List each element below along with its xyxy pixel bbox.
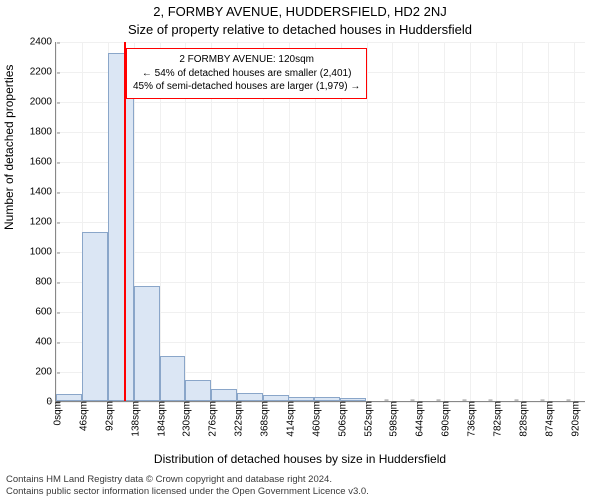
- y-axis-label: Number of detached properties: [2, 65, 16, 230]
- y-tick-label: 2400: [30, 37, 56, 48]
- gridline-h: [56, 252, 585, 253]
- x-tick-label: 736sqm: [463, 401, 478, 437]
- gridline-h: [56, 162, 585, 163]
- y-tick-label: 600: [35, 307, 56, 318]
- footer-line2: Contains public sector information licen…: [6, 486, 594, 498]
- gridline-v: [548, 42, 549, 401]
- histogram-bar: [211, 389, 237, 401]
- plot-area: 0200400600800100012001400160018002000220…: [55, 42, 585, 402]
- chart-title-address: 2, FORMBY AVENUE, HUDDERSFIELD, HD2 2NJ: [0, 4, 600, 19]
- x-tick-label: 828sqm: [514, 401, 529, 437]
- y-tick-label: 1000: [30, 247, 56, 258]
- histogram-bar: [134, 286, 160, 402]
- y-tick-label: 400: [35, 337, 56, 348]
- x-tick-label: 506sqm: [333, 401, 348, 437]
- gridline-v: [522, 42, 523, 401]
- histogram-bar: [314, 397, 340, 401]
- gridline-h: [56, 132, 585, 133]
- histogram-bar: [82, 232, 108, 402]
- y-tick-label: 2200: [30, 67, 56, 78]
- chart-container: 2, FORMBY AVENUE, HUDDERSFIELD, HD2 2NJ …: [0, 0, 600, 500]
- y-tick-label: 800: [35, 277, 56, 288]
- gridline-h: [56, 282, 585, 283]
- histogram-bar: [263, 395, 289, 401]
- gridline-v: [392, 42, 393, 401]
- gridline-h: [56, 42, 585, 43]
- x-axis-label: Distribution of detached houses by size …: [0, 452, 600, 466]
- x-tick-label: 322sqm: [230, 401, 245, 437]
- x-tick-label: 552sqm: [359, 401, 374, 437]
- x-tick-label: 92sqm: [100, 401, 115, 431]
- gridline-h: [56, 192, 585, 193]
- x-tick-label: 184sqm: [152, 401, 167, 437]
- x-tick-label: 782sqm: [488, 401, 503, 437]
- gridline-h: [56, 222, 585, 223]
- annotation-line2: ← 54% of detached houses are smaller (2,…: [133, 67, 360, 81]
- histogram-bar: [56, 394, 82, 402]
- annotation-line3: 45% of semi-detached houses are larger (…: [133, 80, 360, 94]
- annotation-line1: 2 FORMBY AVENUE: 120sqm: [133, 53, 360, 67]
- x-tick-label: 276sqm: [204, 401, 219, 437]
- histogram-bar: [237, 393, 263, 401]
- x-tick-label: 368sqm: [256, 401, 271, 437]
- x-tick-label: 920sqm: [566, 401, 581, 437]
- gridline-v: [574, 42, 575, 401]
- x-tick-label: 138sqm: [126, 401, 141, 437]
- x-tick-label: 690sqm: [437, 401, 452, 437]
- y-tick-label: 1800: [30, 127, 56, 138]
- annotation-box: 2 FORMBY AVENUE: 120sqm ← 54% of detache…: [126, 48, 367, 99]
- y-tick-label: 1400: [30, 187, 56, 198]
- x-tick-label: 874sqm: [540, 401, 555, 437]
- y-tick-label: 1600: [30, 157, 56, 168]
- y-tick-label: 200: [35, 367, 56, 378]
- footer-line1: Contains HM Land Registry data © Crown c…: [6, 474, 594, 486]
- histogram-bar: [340, 398, 366, 401]
- gridline-h: [56, 102, 585, 103]
- x-tick-label: 460sqm: [307, 401, 322, 437]
- x-tick-label: 46sqm: [74, 401, 89, 431]
- histogram-bar: [185, 380, 211, 401]
- gridline-v: [496, 42, 497, 401]
- x-tick-label: 230sqm: [178, 401, 193, 437]
- footer-attribution: Contains HM Land Registry data © Crown c…: [6, 474, 594, 498]
- x-tick-label: 414sqm: [281, 401, 296, 437]
- y-tick-label: 2000: [30, 97, 56, 108]
- x-tick-label: 0sqm: [49, 401, 64, 425]
- histogram-bar: [288, 397, 314, 402]
- histogram-bar: [160, 356, 186, 401]
- x-tick-label: 644sqm: [411, 401, 426, 437]
- x-tick-label: 598sqm: [385, 401, 400, 437]
- y-tick-label: 1200: [30, 217, 56, 228]
- gridline-v: [470, 42, 471, 401]
- gridline-v: [56, 42, 57, 401]
- gridline-v: [418, 42, 419, 401]
- gridline-v: [444, 42, 445, 401]
- histogram-bar: [108, 53, 134, 401]
- chart-title-subtitle: Size of property relative to detached ho…: [0, 22, 600, 37]
